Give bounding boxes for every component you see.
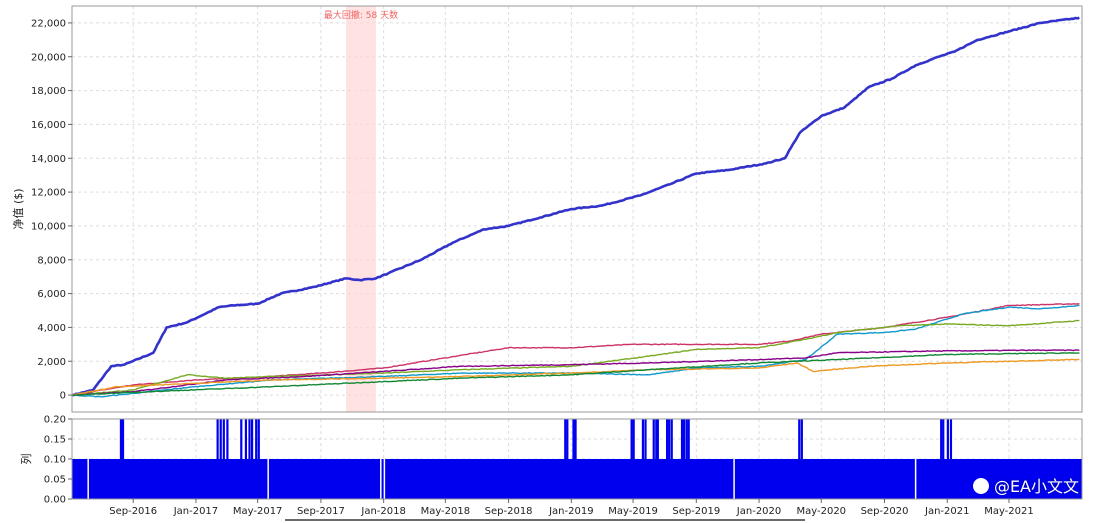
lots-spike-bar: [632, 419, 635, 499]
lots-gap: [87, 459, 89, 499]
sub-y-tick-label: 0.15: [44, 435, 66, 446]
sub-y-tick-label: 0.00: [44, 495, 66, 506]
lots-spike-bar: [564, 419, 567, 499]
lots-spike-bar: [798, 419, 801, 499]
lots-spike-bar: [240, 419, 243, 499]
lots-spike-bar: [800, 419, 803, 499]
lots-spike-bar: [255, 419, 258, 499]
lots-spike-bar: [940, 419, 943, 499]
lots-spike-bar: [942, 419, 945, 499]
main-y-tick-label: 22,000: [31, 18, 66, 29]
lots-spike-bar: [946, 419, 949, 499]
lots-spike-bar: [685, 419, 688, 499]
lots-spike-bar: [121, 419, 125, 499]
x-axis: Sep-2016 Jan-2017 May-2017 Sep-2017 Jan-2018…: [109, 499, 1034, 517]
lots-gap: [380, 459, 382, 499]
lots-spike-bar: [668, 419, 671, 499]
lots-spike-bar: [655, 419, 658, 499]
lots-spike-bar: [244, 419, 248, 499]
sub-y-tick-label: 0.20: [44, 415, 66, 426]
lots-bars-group: [72, 419, 1082, 499]
lots-spike-bar: [574, 419, 577, 499]
lots-spike-bar: [219, 419, 222, 499]
x-tick-label: Sep-2016: [109, 506, 157, 517]
main-y-tick-label: 20,000: [31, 52, 66, 63]
lots-spike-bar: [630, 419, 633, 499]
lots-spike-bar: [665, 419, 669, 499]
main-y-tick-label: 2,000: [37, 357, 66, 368]
main-y-axis-label: 净值 ($): [11, 188, 25, 229]
lots-spike-bar: [216, 419, 219, 499]
equity-series-line: [71, 319, 1080, 396]
lots-spike-bar: [682, 419, 686, 499]
x-tick-label: May-2018: [421, 506, 471, 517]
lots-spike-bar: [248, 419, 251, 499]
lots-spike-bar: [652, 419, 655, 499]
main-y-tick-label: 8,000: [37, 255, 66, 266]
lots-spike-bar: [680, 419, 684, 499]
lots-gap: [383, 459, 386, 499]
lots-spike-bar: [641, 419, 645, 499]
x-tick-label: May-2020: [796, 506, 846, 517]
main-y-tick-label: 4,000: [37, 323, 66, 334]
lots-spike-bar: [250, 419, 254, 499]
lots-spike-bar: [670, 419, 673, 499]
x-tick-label: May-2017: [233, 506, 283, 517]
equity-series-group: 最大回撤: 58 天数: [71, 9, 1080, 398]
max-drawdown-label: 最大回撤: 58 天数: [324, 9, 398, 21]
lots-spike-bar: [226, 419, 229, 499]
equity-series-line: [72, 352, 1080, 396]
equity-series-line: [72, 304, 1080, 398]
x-tick-label: Sep-2018: [485, 506, 533, 517]
equity-series-line: [72, 16, 1080, 397]
x-tick-label: Jan-2018: [360, 506, 405, 517]
sub-y-tick-label: 0.05: [44, 475, 66, 486]
lots-spike-bar: [644, 419, 647, 499]
equity-series-line: [71, 303, 1080, 396]
watermark-text: @EA小文文: [993, 477, 1079, 496]
main-y-tick-label: 14,000: [31, 154, 66, 165]
sub-y-axis: 0.00 0.05 0.10 0.15 0.20: [44, 415, 72, 506]
lots-gap: [267, 459, 269, 499]
main-y-tick-label: 18,000: [31, 86, 66, 97]
main-y-tick-label: 12,000: [31, 188, 66, 199]
x-tick-label: Jan-2017: [173, 506, 218, 517]
equity-series-line: [71, 358, 1080, 396]
main-y-tick-label: 10,000: [31, 221, 66, 232]
x-tick-label: Jan-2020: [736, 506, 781, 517]
lots-spike-bar: [949, 419, 953, 499]
max-drawdown-band: [346, 6, 376, 412]
equity-series-line: [71, 349, 1080, 396]
lots-spike-bar: [656, 419, 659, 499]
x-tick-label: Sep-2020: [861, 506, 909, 517]
main-y-axis: 0 2,000 4,000 6,000 8,000 10,000 12,000 14,000 1…: [31, 18, 72, 402]
watermark: @EA小文文: [972, 473, 1079, 497]
sub-y-axis-label: 列: [19, 454, 33, 465]
lots-gap: [733, 459, 735, 499]
main-y-tick-label: 6,000: [37, 289, 66, 300]
main-y-tick-label: 0: [60, 391, 66, 402]
lots-spike-bar: [257, 419, 260, 499]
watermark-logo-icon: [972, 478, 989, 494]
x-tick-label: Sep-2017: [297, 506, 345, 517]
lots-spike-bar: [119, 419, 123, 499]
main-y-tick-label: 16,000: [31, 120, 66, 131]
main-chart-grid: [72, 6, 1082, 412]
lots-spike-bar: [566, 419, 569, 499]
lots-spike-bar: [222, 419, 225, 499]
x-tick-label: Jan-2021: [924, 506, 969, 517]
lots-spike-bar: [572, 419, 575, 499]
lots-spike-bar: [687, 419, 690, 499]
lots-gap: [914, 459, 917, 499]
x-tick-label: May-2021: [984, 506, 1034, 517]
sub-y-tick-label: 0.10: [44, 455, 66, 466]
x-tick-label: Jan-2019: [548, 506, 593, 517]
x-tick-label: Sep-2019: [672, 506, 720, 517]
x-tick-label: May-2019: [608, 506, 658, 517]
main-plot-frame: [71, 5, 1083, 413]
